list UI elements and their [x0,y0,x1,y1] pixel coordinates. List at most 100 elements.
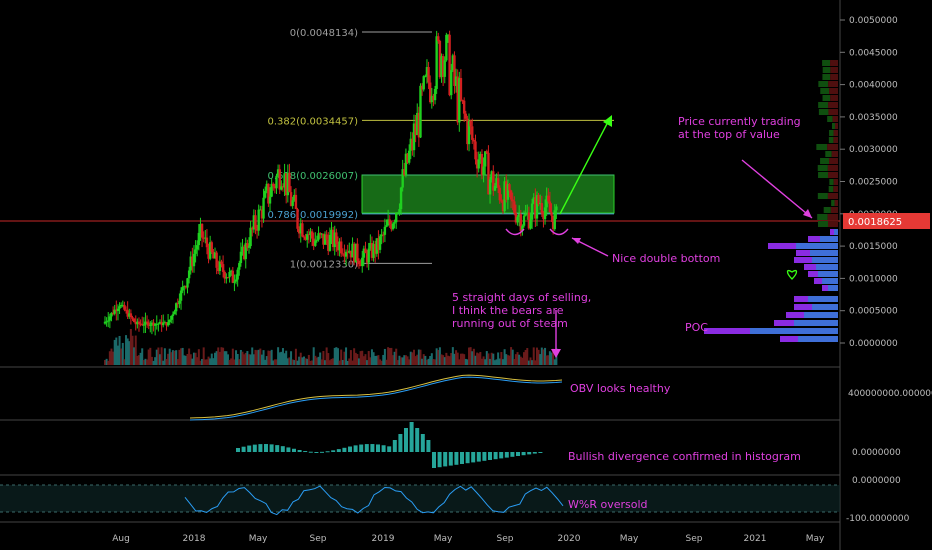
volume-profile-bar [808,236,820,242]
time-axis[interactable]: Aug 2018 May Sep 2019 May Sep 2020 May Sep 2021 May [112,534,825,544]
fib-level-label: 0.382(0.0034457) [267,116,358,127]
candle-body [493,185,497,191]
volume-bar [453,353,456,365]
candle-body [485,151,489,153]
candle-body [184,286,188,288]
volume-bar [104,360,106,365]
volume-bar [116,345,119,365]
volume-bar [259,348,262,365]
candle-body [144,321,147,325]
volume-bar [243,354,246,365]
volume-bar [311,360,314,365]
histogram-bar [409,422,414,452]
volume-bar [236,354,239,365]
candle-body [348,250,351,253]
candle-body [187,270,191,279]
candle-body [294,194,298,210]
volume-profile-bar [828,81,838,87]
volume-bar [217,347,220,365]
volume-bar [170,352,173,365]
volume-profile-bar [768,243,796,249]
candle-body [475,159,479,169]
candle-body [479,153,482,160]
volume-bar [281,348,284,365]
volume-bar [299,352,302,365]
candle-body [272,183,275,187]
histogram-bar [269,444,274,452]
volume-profile-bar [827,214,838,220]
volume-bar [180,348,183,365]
histogram-bar [488,452,492,460]
volume-bar [126,338,129,365]
candle-body [173,311,176,315]
candle-body [555,206,558,211]
candle-body [241,246,244,252]
candle-body [152,322,155,326]
volume-bar [314,355,317,365]
candle-body [289,192,293,206]
volume-profile-bar [816,264,838,270]
volume-bar [241,351,244,365]
price-axis[interactable]: 0.0050000 0.0045000 0.0040000 0.0035000 0.00… [840,16,898,349]
candle-body [441,56,445,77]
candle-body [281,186,285,188]
candle-body [234,279,238,282]
volume-profile-bar [808,296,838,302]
volume-profile-bar [828,186,834,192]
wr-band [0,485,840,512]
candle-body [212,252,215,259]
candle-body [343,254,346,257]
histogram-bar [482,452,487,461]
candle-body [511,199,514,202]
histogram-bar [381,445,386,452]
volume-bar [408,359,411,365]
volume-bar [437,350,440,365]
volume-profile-bar [817,165,828,171]
candle-body [153,323,157,326]
volume-bar [225,351,228,365]
candle-body [259,209,262,211]
candle-body [365,253,369,263]
histogram-bar [320,451,324,453]
volume-bar [500,352,503,365]
candle-body [226,277,230,279]
volume-bar [403,355,406,365]
candle-body [318,233,322,235]
candle-body [338,241,341,251]
volume-bar [524,349,527,365]
volume-bar [511,349,514,365]
candle-body [367,248,370,263]
volume-bar [435,348,438,365]
candle-body [432,95,435,101]
volume-bar [369,357,372,365]
volume-bar [401,357,404,365]
volume-bar [155,349,158,365]
candle-body [257,209,260,231]
volume-bar [484,359,487,365]
volume-profile-bar [822,60,831,66]
volume-bar [375,355,378,365]
volume-bar [395,348,398,365]
volume-bar [222,347,225,365]
volume-bar [246,351,249,365]
candle-body [458,78,461,123]
price-tick-label: 0.0050000 [849,16,898,26]
volume-bar [532,347,535,365]
candle-body [472,139,476,142]
volume-bar [249,354,252,365]
volume-bar [194,352,197,365]
candle-body [231,270,235,283]
volume-profile-bar [828,221,838,227]
histogram-bar [437,452,442,468]
volume-profile-bar [830,74,838,80]
candle-body [351,243,354,258]
volume-profile [704,229,838,342]
volume-bar [247,354,250,365]
candle-body [377,238,380,250]
candle-body [385,225,388,227]
candle-body [341,253,345,255]
volume-bar [353,348,356,365]
volume-profile-bar [817,193,828,199]
candle-body [422,76,425,90]
